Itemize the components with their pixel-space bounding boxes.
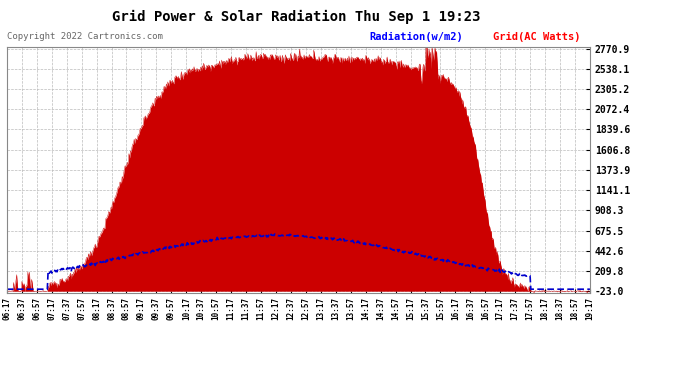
Text: Grid(AC Watts): Grid(AC Watts) <box>493 32 581 42</box>
Text: Radiation(w/m2): Radiation(w/m2) <box>369 32 463 42</box>
Text: Grid Power & Solar Radiation Thu Sep 1 19:23: Grid Power & Solar Radiation Thu Sep 1 1… <box>112 9 481 24</box>
Text: Copyright 2022 Cartronics.com: Copyright 2022 Cartronics.com <box>7 32 163 41</box>
